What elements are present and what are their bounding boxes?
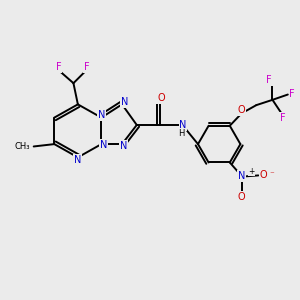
Text: ⁻: ⁻ (270, 170, 274, 179)
Text: O: O (238, 192, 245, 202)
Text: N: N (74, 155, 81, 165)
Text: O: O (157, 93, 165, 103)
Text: +: + (248, 167, 255, 176)
Text: N: N (100, 140, 107, 150)
Text: N: N (179, 120, 187, 130)
Text: F: F (290, 89, 295, 99)
Text: F: F (266, 75, 272, 85)
Text: CH₃: CH₃ (15, 142, 30, 151)
Text: N: N (121, 97, 128, 107)
Text: N: N (98, 110, 105, 120)
Text: N: N (238, 171, 245, 181)
Text: H: H (178, 129, 185, 138)
Text: F: F (56, 62, 61, 72)
Text: F: F (84, 62, 89, 72)
Text: O: O (260, 170, 267, 180)
Text: N: N (119, 141, 127, 151)
Text: F: F (280, 112, 286, 122)
Text: O: O (238, 105, 245, 115)
